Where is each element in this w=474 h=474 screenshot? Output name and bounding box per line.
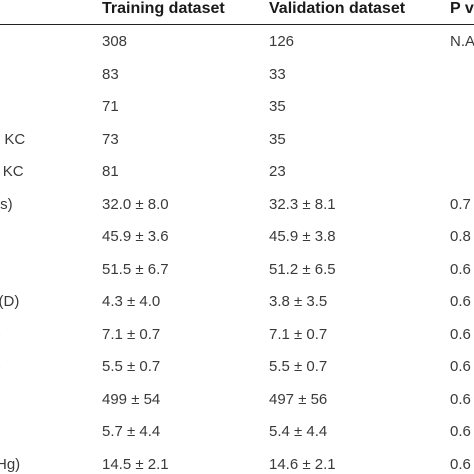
training-value: 14.5 ± 2.1 bbox=[102, 455, 169, 473]
training-value: 83 bbox=[102, 65, 119, 83]
p-value: 0.6 bbox=[450, 293, 471, 310]
table-row: (mm) 5.5 ± 0.7 5.5 ± 0.7 0.6 bbox=[0, 350, 474, 384]
table-row: D5.7 ± 4.45.4 ± 4.40.6 bbox=[0, 415, 474, 449]
table-row: 308 126 N.A bbox=[0, 25, 474, 59]
p-value: 0.6 bbox=[450, 260, 471, 278]
table-row: alue (D) 4.3 ± 4.0 3.8 ± 3.5 0.6 bbox=[0, 285, 474, 319]
training-value: 45.9 ± 3.6 bbox=[102, 228, 169, 245]
validation-value: 126 bbox=[269, 33, 295, 50]
row-label: alue (D) bbox=[0, 293, 20, 310]
row-label: (mm) bbox=[0, 350, 1, 384]
training-value: 499 ± 54 bbox=[102, 390, 161, 408]
row-label: nced KC bbox=[0, 163, 24, 180]
training-value: 7.1 ± 0.7 bbox=[102, 325, 161, 343]
validation-value: 35 bbox=[269, 130, 286, 148]
validation-value: 45.9 ± 3.8 bbox=[269, 228, 336, 245]
training-value: 73 bbox=[102, 130, 119, 148]
training-value: 5.5 ± 0.7 bbox=[102, 358, 161, 375]
p-value: 0.6 bbox=[450, 423, 471, 440]
p-value: 0.7 bbox=[450, 195, 471, 213]
header-p-value: P v bbox=[450, 0, 474, 17]
validation-value: 497 ± 56 bbox=[269, 390, 328, 408]
training-value: 51.5 ± 6.7 bbox=[102, 260, 169, 278]
table-row: nced KC 81 23 bbox=[0, 155, 474, 189]
training-value: 81 bbox=[102, 163, 119, 180]
validation-value: 5.5 ± 0.7 bbox=[269, 358, 328, 375]
table-row: (mm) 7.1 ± 0.7 7.1 ± 0.7 0.6 bbox=[0, 318, 474, 352]
validation-value: 3.8 ± 3.5 bbox=[269, 293, 328, 310]
table-row: KC7135 bbox=[0, 90, 474, 124]
validation-value: 14.6 ± 2.1 bbox=[269, 455, 336, 473]
training-value: 71 bbox=[102, 98, 119, 115]
validation-value: 35 bbox=[269, 98, 286, 115]
table-row: (mmHg) 14.5 ± 2.1 14.6 ± 2.1 0.6 bbox=[0, 448, 474, 474]
validation-value: 5.4 ± 4.4 bbox=[269, 423, 328, 440]
table-row: rhy8333 bbox=[0, 58, 474, 92]
row-label: (mmHg) bbox=[0, 455, 21, 473]
p-value: 0.8 bbox=[450, 228, 471, 245]
training-value: 32.0 ± 8.0 bbox=[102, 195, 169, 213]
header-rule bbox=[0, 24, 474, 25]
training-value: 4.3 ± 4.0 bbox=[102, 293, 161, 310]
p-value: 0.6 bbox=[450, 325, 471, 343]
training-value: 308 bbox=[102, 33, 128, 50]
validation-value: 7.1 ± 0.7 bbox=[269, 325, 328, 343]
p-value: N.A bbox=[450, 33, 474, 50]
table-row: erate KC 73 35 bbox=[0, 123, 474, 157]
table-row: x (D)51.5 ± 6.751.2 ± 6.50.6 bbox=[0, 253, 474, 287]
table-row: D)45.9 ± 3.645.9 ± 3.80.8 bbox=[0, 220, 474, 254]
table-row: (years) 32.0 ± 8.0 32.3 ± 8.1 0.7 bbox=[0, 188, 474, 222]
training-value: 5.7 ± 4.4 bbox=[102, 423, 161, 440]
header-training: Training dataset bbox=[102, 0, 225, 17]
p-value: 0.6 bbox=[450, 390, 471, 408]
p-value: 0.6 bbox=[450, 455, 471, 473]
validation-value: 33 bbox=[269, 65, 286, 83]
row-label: (years) bbox=[0, 195, 13, 213]
row-label: (mm) bbox=[0, 318, 1, 352]
validation-value: 23 bbox=[269, 163, 286, 180]
validation-value: 32.3 ± 8.1 bbox=[269, 195, 336, 213]
p-value: 0.6 bbox=[450, 358, 471, 375]
validation-value: 51.2 ± 6.5 bbox=[269, 260, 336, 278]
header-validation: Validation dataset bbox=[269, 0, 406, 17]
row-label: erate KC bbox=[0, 130, 26, 148]
